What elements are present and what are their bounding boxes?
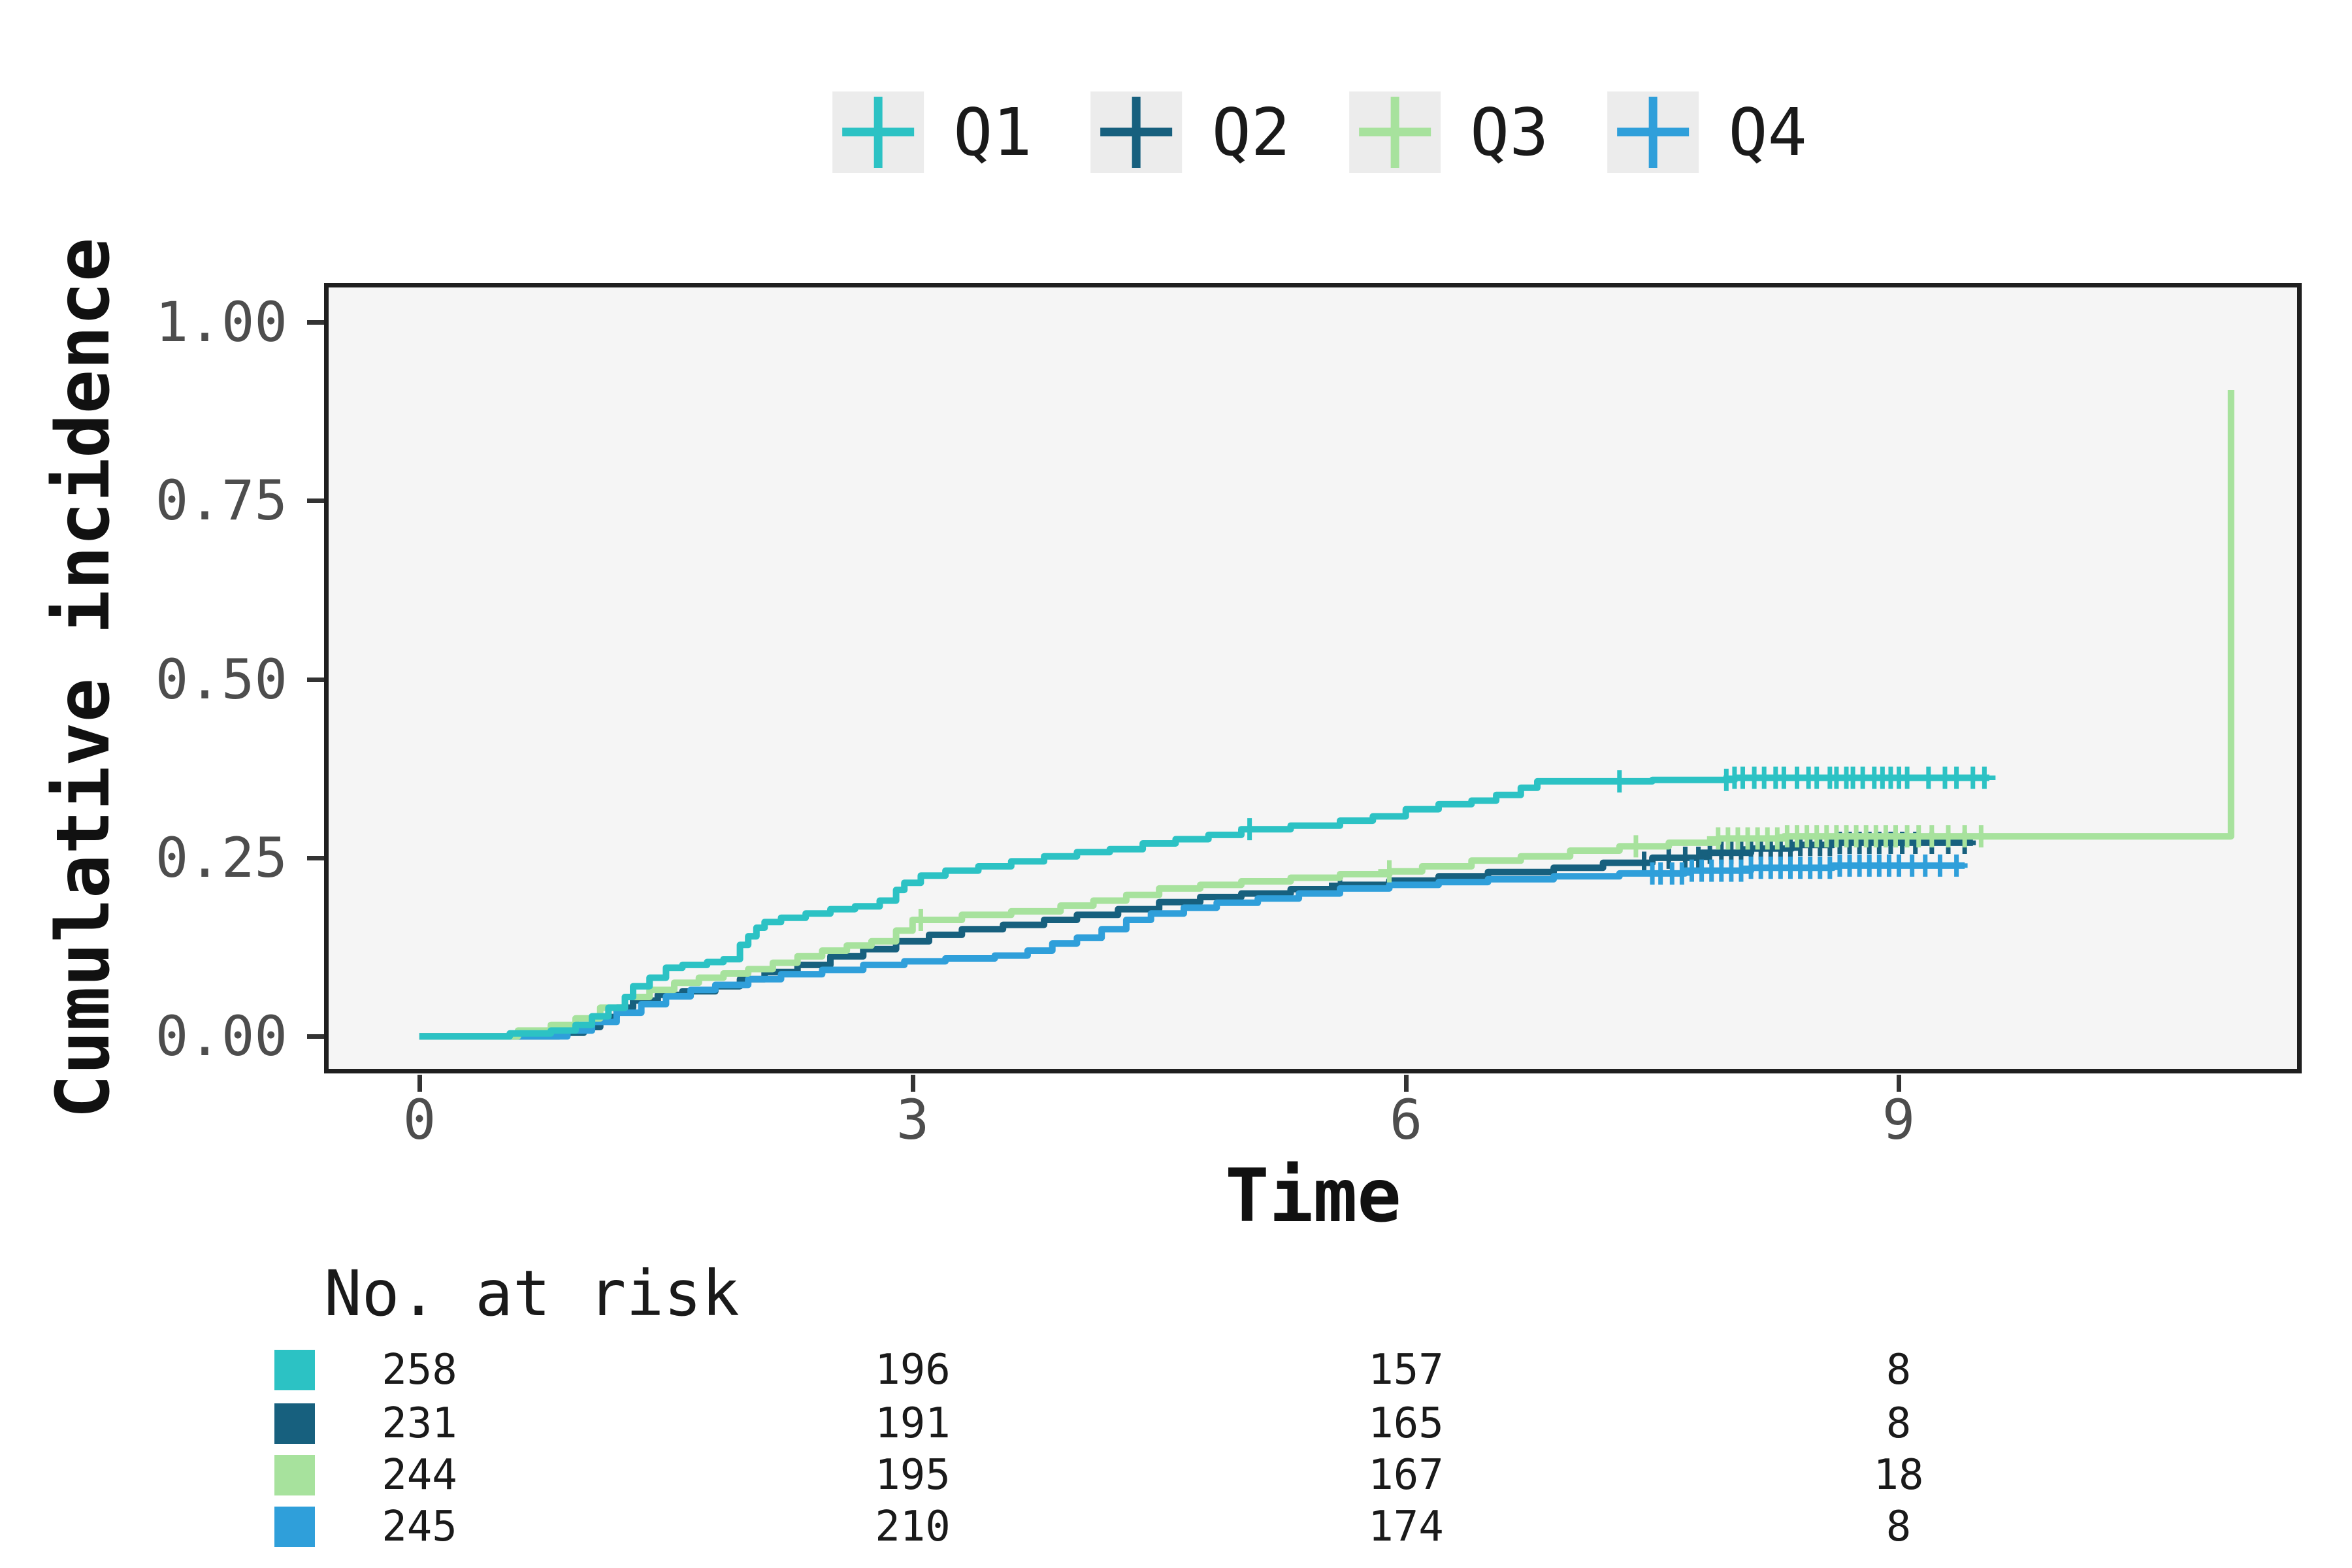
- plus-icon: [842, 97, 915, 168]
- risk-count: 258: [382, 1346, 457, 1394]
- risk-count: 8: [1886, 1503, 1912, 1551]
- legend-label-q1: Q1: [953, 93, 1032, 171]
- risk-count: 8: [1886, 1399, 1912, 1448]
- plot-svg: [324, 283, 2302, 1073]
- legend-item-q2: Q2: [1090, 91, 1290, 173]
- plus-icon: [1359, 97, 1431, 168]
- x-axis-title: Time: [1225, 1154, 1401, 1239]
- risk-count: 174: [1368, 1503, 1444, 1551]
- risk-count: 195: [875, 1451, 951, 1499]
- x-tick: [911, 1075, 915, 1092]
- risk-row-q2: 231 191 165 8: [0, 1401, 2352, 1446]
- y-tick-label: 0.25: [155, 826, 287, 890]
- legend-label-q4: Q4: [1728, 93, 1807, 171]
- x-tick-label: 0: [402, 1088, 436, 1152]
- x-tick-label: 9: [1882, 1088, 1916, 1152]
- risk-table-title: No. at risk: [324, 1257, 740, 1330]
- series-line-q2: [419, 839, 1973, 1040]
- risk-count: 157: [1368, 1346, 1444, 1394]
- plus-icon: [1617, 97, 1690, 168]
- risk-count: 196: [875, 1346, 951, 1394]
- risk-count: 18: [1873, 1451, 1924, 1499]
- legend: Q1 Q2 Q3 Q4: [832, 91, 1807, 173]
- x-tick: [1404, 1075, 1409, 1092]
- y-tick: [307, 678, 324, 682]
- legend-key-q3: [1349, 91, 1441, 173]
- censor-marks-q3: [909, 825, 1993, 931]
- legend-label-q3: Q3: [1470, 93, 1549, 171]
- x-tick-label: 6: [1389, 1088, 1423, 1152]
- legend-key-q2: [1090, 91, 1183, 173]
- risk-row-q4: 245 210 174 8: [0, 1504, 2352, 1550]
- y-tick: [307, 856, 324, 860]
- risk-count: 244: [382, 1451, 457, 1499]
- risk-count: 167: [1368, 1451, 1444, 1499]
- risk-row-q1: 258 196 157 8: [0, 1347, 2352, 1393]
- y-tick: [307, 498, 324, 503]
- y-tick-label: 0.00: [155, 1004, 287, 1068]
- legend-key-q1: [832, 91, 924, 173]
- risk-count: 191: [875, 1399, 951, 1448]
- series-line-q4: [419, 862, 1965, 1040]
- plot-frame: [324, 283, 2302, 1073]
- risk-swatch-q1: [274, 1350, 315, 1390]
- legend-label-q2: Q2: [1211, 93, 1290, 171]
- plus-icon: [1100, 97, 1173, 168]
- y-tick-label: 0.50: [155, 647, 287, 711]
- y-tick: [307, 1034, 324, 1039]
- x-tick: [1897, 1075, 1901, 1092]
- risk-count: 210: [875, 1503, 951, 1551]
- x-tick-label: 3: [896, 1088, 930, 1152]
- censor-marks-q1: [1238, 766, 1996, 841]
- risk-count: 8: [1886, 1346, 1912, 1394]
- y-tick-label: 1.00: [155, 290, 287, 354]
- legend-item-q3: Q3: [1349, 91, 1548, 173]
- risk-swatch-q2: [274, 1403, 315, 1444]
- series-line-q1: [419, 774, 1989, 1040]
- y-tick-label: 0.75: [155, 468, 287, 532]
- risk-count: 245: [382, 1503, 457, 1551]
- risk-swatch-q4: [274, 1507, 315, 1547]
- plot-background: [324, 283, 2302, 1073]
- legend-key-q4: [1607, 91, 1699, 173]
- y-tick: [307, 320, 324, 325]
- legend-item-q4: Q4: [1607, 91, 1807, 173]
- risk-count: 231: [382, 1399, 457, 1448]
- series-line-q3: [419, 390, 2234, 1040]
- risk-swatch-q3: [274, 1455, 315, 1495]
- x-tick: [417, 1075, 422, 1092]
- risk-count: 165: [1368, 1399, 1444, 1448]
- censor-marks-q4: [1641, 854, 1968, 885]
- legend-item-q1: Q1: [832, 91, 1032, 173]
- risk-row-q3: 244 195 167 18: [0, 1452, 2352, 1498]
